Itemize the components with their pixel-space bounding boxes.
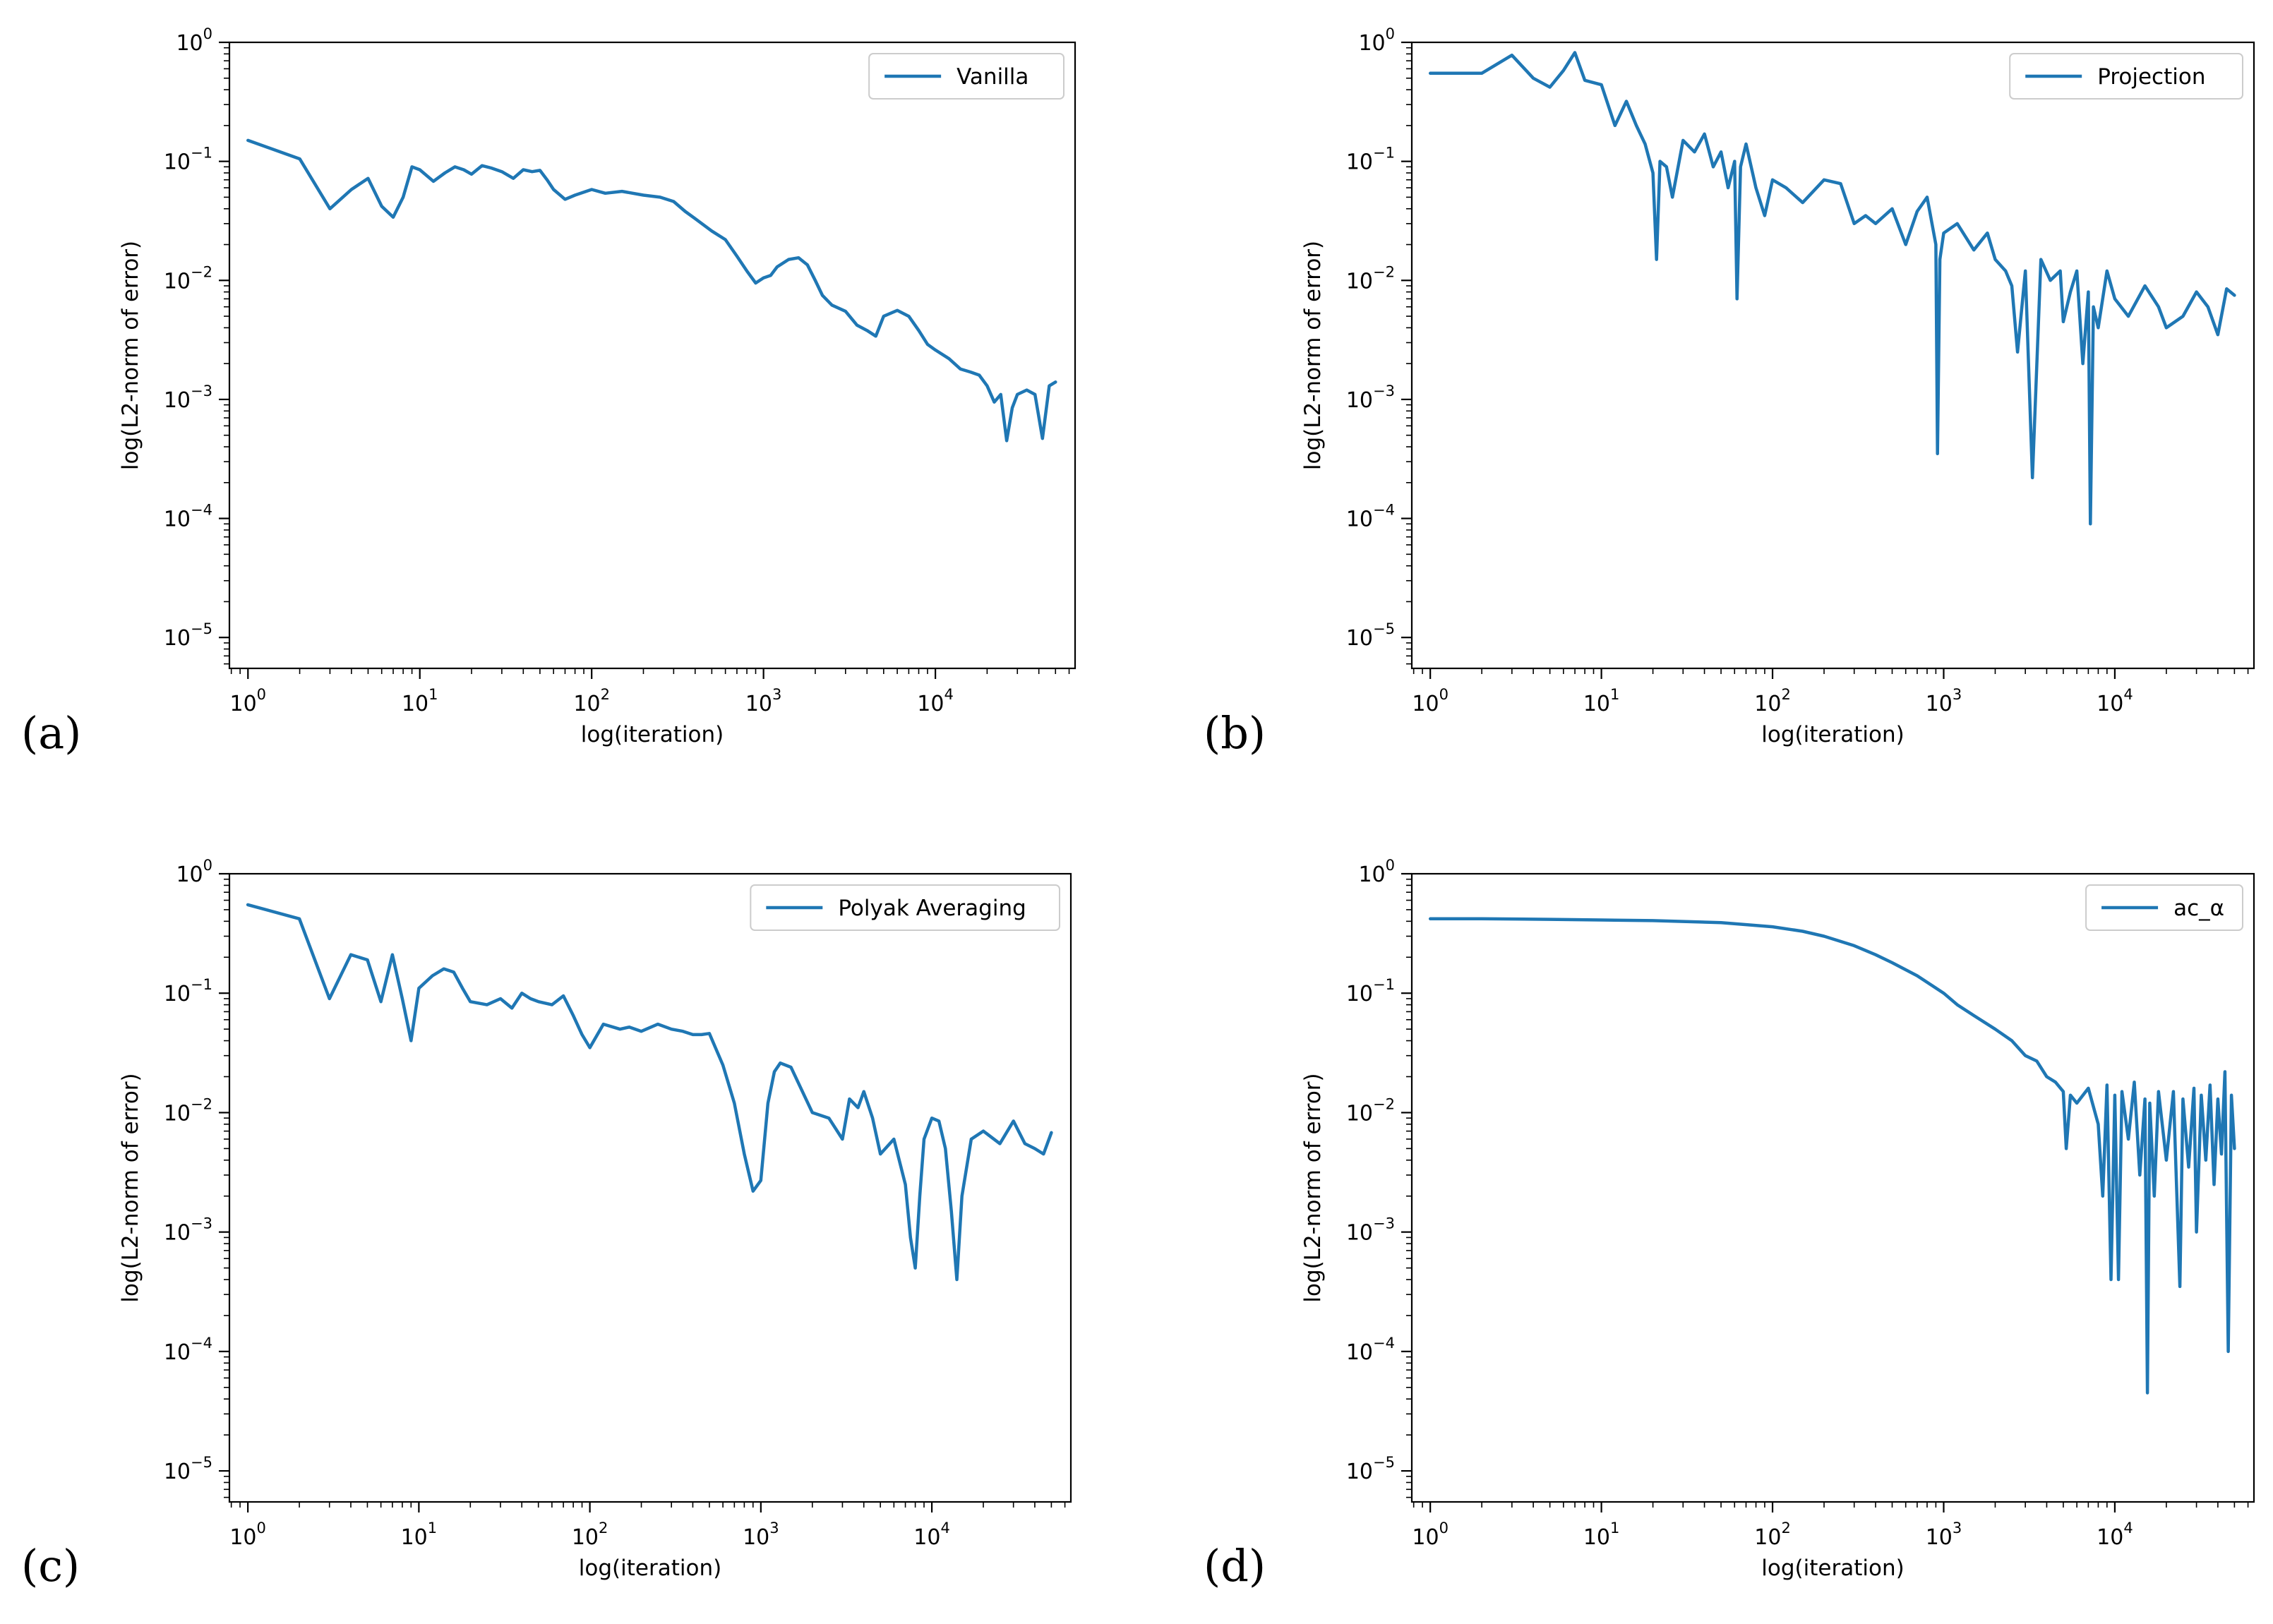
x-tick-label: 103 [745, 686, 782, 716]
y-tick-label: 10−2 [164, 263, 212, 294]
x-tick-label: 102 [1754, 686, 1791, 716]
x-tick-label: 102 [573, 686, 610, 716]
y-tick-label: 100 [1358, 857, 1395, 887]
series-line [246, 903, 1053, 1282]
legend-label: ac_α [2173, 896, 2224, 921]
axes-frame [1410, 41, 2255, 670]
x-tick-label: 104 [913, 1520, 950, 1550]
panel-label: (a) [21, 707, 81, 759]
y-tick-label: 10−1 [164, 145, 212, 175]
x-tick-label: 103 [743, 1520, 779, 1550]
x-tick-label: 102 [1754, 1520, 1791, 1550]
x-tick-label: 100 [1412, 686, 1449, 716]
x-tick-label: 103 [1926, 1520, 1962, 1550]
legend: Projection [2009, 53, 2243, 100]
panel-label: (c) [21, 1540, 80, 1592]
axes-frame [1410, 872, 2255, 1503]
x-tick-label: 101 [1583, 686, 1620, 716]
legend-box [2009, 53, 2243, 100]
panel-label: (b) [1204, 707, 1266, 759]
y-tick-label: 10−4 [1346, 502, 1395, 532]
y-tick-label: 10−4 [164, 502, 212, 532]
y-tick-label: 10−1 [1346, 976, 1395, 1006]
x-tick-label: 103 [1926, 686, 1962, 716]
y-axis-label: log(L2-norm of error) [118, 241, 143, 470]
legend-box [868, 53, 1064, 100]
chart-panel-a: 100 101 102 103 104 10−5 10−4 10−3 10−2 10−1 100 lo… [21, 25, 1076, 759]
y-tick-label: 10−3 [1346, 383, 1395, 413]
y-tick-label: 10−5 [1346, 1454, 1395, 1484]
legend-box [750, 884, 1060, 931]
y-tick-label: 10−3 [164, 1215, 212, 1246]
chart-panel-d: 100 101 102 103 104 10−5 10−4 10−3 10−2 10−1 100 lo… [1204, 857, 2255, 1592]
y-tick-label: 100 [176, 25, 212, 56]
y-tick-label: 10−2 [1346, 263, 1395, 294]
chart-panel-b: 100 101 102 103 104 10−5 10−4 10−3 10−2 10−1 100 lo… [1204, 25, 2255, 759]
x-tick-label: 104 [2097, 1520, 2133, 1550]
legend-label: Projection [2097, 64, 2205, 90]
legend-box [2085, 884, 2244, 931]
y-tick-label: 10−3 [1346, 1215, 1395, 1246]
legend-label: Vanilla [956, 64, 1028, 90]
legend: ac_α [2085, 884, 2244, 931]
y-axis-label: log(L2-norm of error) [118, 1073, 143, 1302]
panel-label: (d) [1204, 1540, 1266, 1592]
x-tick-label: 101 [402, 686, 438, 716]
chart-panel-c: 100 101 102 103 104 10−5 10−4 10−3 10−2 10−1 100 lo… [21, 857, 1072, 1592]
y-tick-label: 10−1 [164, 976, 212, 1006]
y-tick-label: 10−3 [164, 383, 212, 413]
legend: Vanilla [868, 53, 1064, 100]
y-tick-label: 10−5 [1346, 620, 1395, 651]
y-axis-label: log(L2-norm of error) [1300, 1073, 1326, 1302]
legend-label: Polyak Averaging [838, 896, 1026, 921]
y-axis-label: log(L2-norm of error) [1300, 241, 1326, 470]
y-tick-label: 10−1 [1346, 145, 1395, 175]
x-axis-label: log(iteration) [579, 1556, 721, 1581]
series-line [246, 138, 1057, 443]
x-tick-label: 101 [1583, 1520, 1620, 1550]
legend: Polyak Averaging [750, 884, 1060, 931]
y-tick-label: 10−4 [1346, 1335, 1395, 1365]
y-tick-label: 10−2 [164, 1095, 212, 1126]
x-tick-label: 100 [229, 1520, 266, 1550]
y-tick-label: 100 [1358, 25, 1395, 56]
x-tick-label: 102 [572, 1520, 608, 1550]
x-tick-label: 104 [917, 686, 954, 716]
y-tick-label: 100 [176, 857, 212, 887]
y-tick-label: 10−5 [164, 1454, 212, 1484]
x-axis-label: log(iteration) [1761, 1556, 1904, 1581]
x-tick-label: 104 [2097, 686, 2133, 716]
y-tick-label: 10−5 [164, 620, 212, 651]
x-tick-label: 100 [229, 686, 266, 716]
axes-frame [228, 872, 1072, 1503]
series-line [1428, 51, 2236, 526]
x-axis-label: log(iteration) [581, 722, 724, 747]
x-tick-label: 101 [401, 1520, 438, 1550]
y-tick-label: 10−4 [164, 1335, 212, 1365]
y-tick-label: 10−2 [1346, 1095, 1395, 1126]
x-tick-label: 100 [1412, 1520, 1449, 1550]
axes-frame [228, 41, 1076, 670]
series-line [1428, 917, 2236, 1395]
x-axis-label: log(iteration) [1761, 722, 1904, 747]
